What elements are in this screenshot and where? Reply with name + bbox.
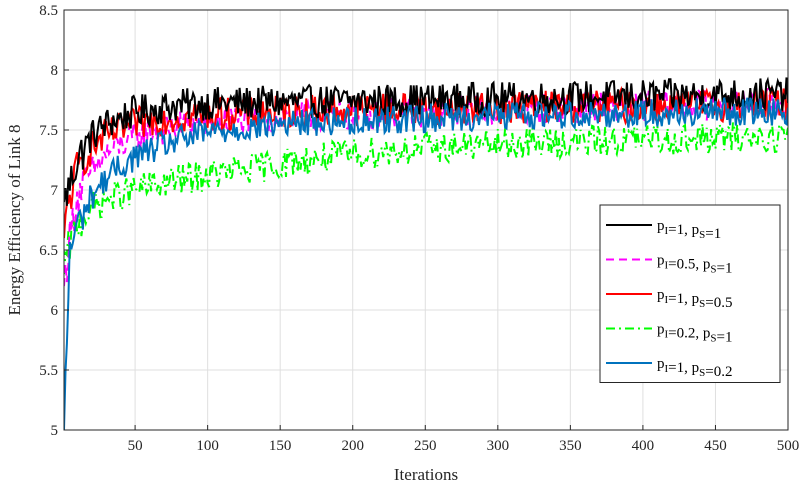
- legend-label: pI=0.5, pS=1: [657, 253, 732, 277]
- x-tick-label: 100: [196, 438, 219, 454]
- legend-label: pI=0.2, pS=1: [657, 322, 732, 346]
- y-tick-label: 8.5: [39, 3, 58, 19]
- x-tick-label: 250: [414, 438, 437, 454]
- series-line: [64, 97, 788, 430]
- x-tick-label: 400: [632, 438, 655, 454]
- series-line: [64, 122, 788, 275]
- legend-label: pI=1, pS=1: [657, 218, 721, 242]
- plot-frame: [63, 9, 789, 431]
- y-tick-label: 7: [51, 183, 59, 199]
- legend-label: pI=1, pS=0.5: [657, 287, 732, 311]
- y-tick-label: 5.5: [39, 363, 58, 379]
- y-tick-label: 7.5: [39, 123, 58, 139]
- x-axis-ticks: 50 100 150 200 250 300 350 400 450 500: [128, 425, 800, 454]
- legend-label: pI=1, pS=0.2: [657, 356, 732, 380]
- y-axis-title: Energy Efficiency of Link 8: [5, 124, 24, 315]
- y-tick-label: 5: [51, 423, 59, 439]
- y-axis-ticks: 5 5.5 6 6.5 7 7.5 8 8.5: [39, 3, 69, 439]
- x-tick-label: 350: [559, 438, 582, 454]
- x-tick-label: 500: [777, 438, 800, 454]
- x-tick-label: 50: [128, 438, 143, 454]
- y-tick-label: 6: [51, 303, 59, 319]
- y-tick-label: 8: [51, 63, 59, 79]
- series-line: [64, 76, 788, 206]
- y-tick-label: 6.5: [39, 243, 58, 259]
- x-tick-label: 300: [487, 438, 510, 454]
- x-tick-label: 150: [269, 438, 292, 454]
- x-tick-label: 450: [704, 438, 727, 454]
- series-layer: [64, 76, 788, 430]
- x-tick-label: 200: [341, 438, 364, 454]
- legend: pI=1, pS=1 pI=0.5, pS=1 pI=1, pS=0.5 pI=0.2…: [599, 204, 781, 383]
- x-axis-title: Iterations: [394, 465, 458, 484]
